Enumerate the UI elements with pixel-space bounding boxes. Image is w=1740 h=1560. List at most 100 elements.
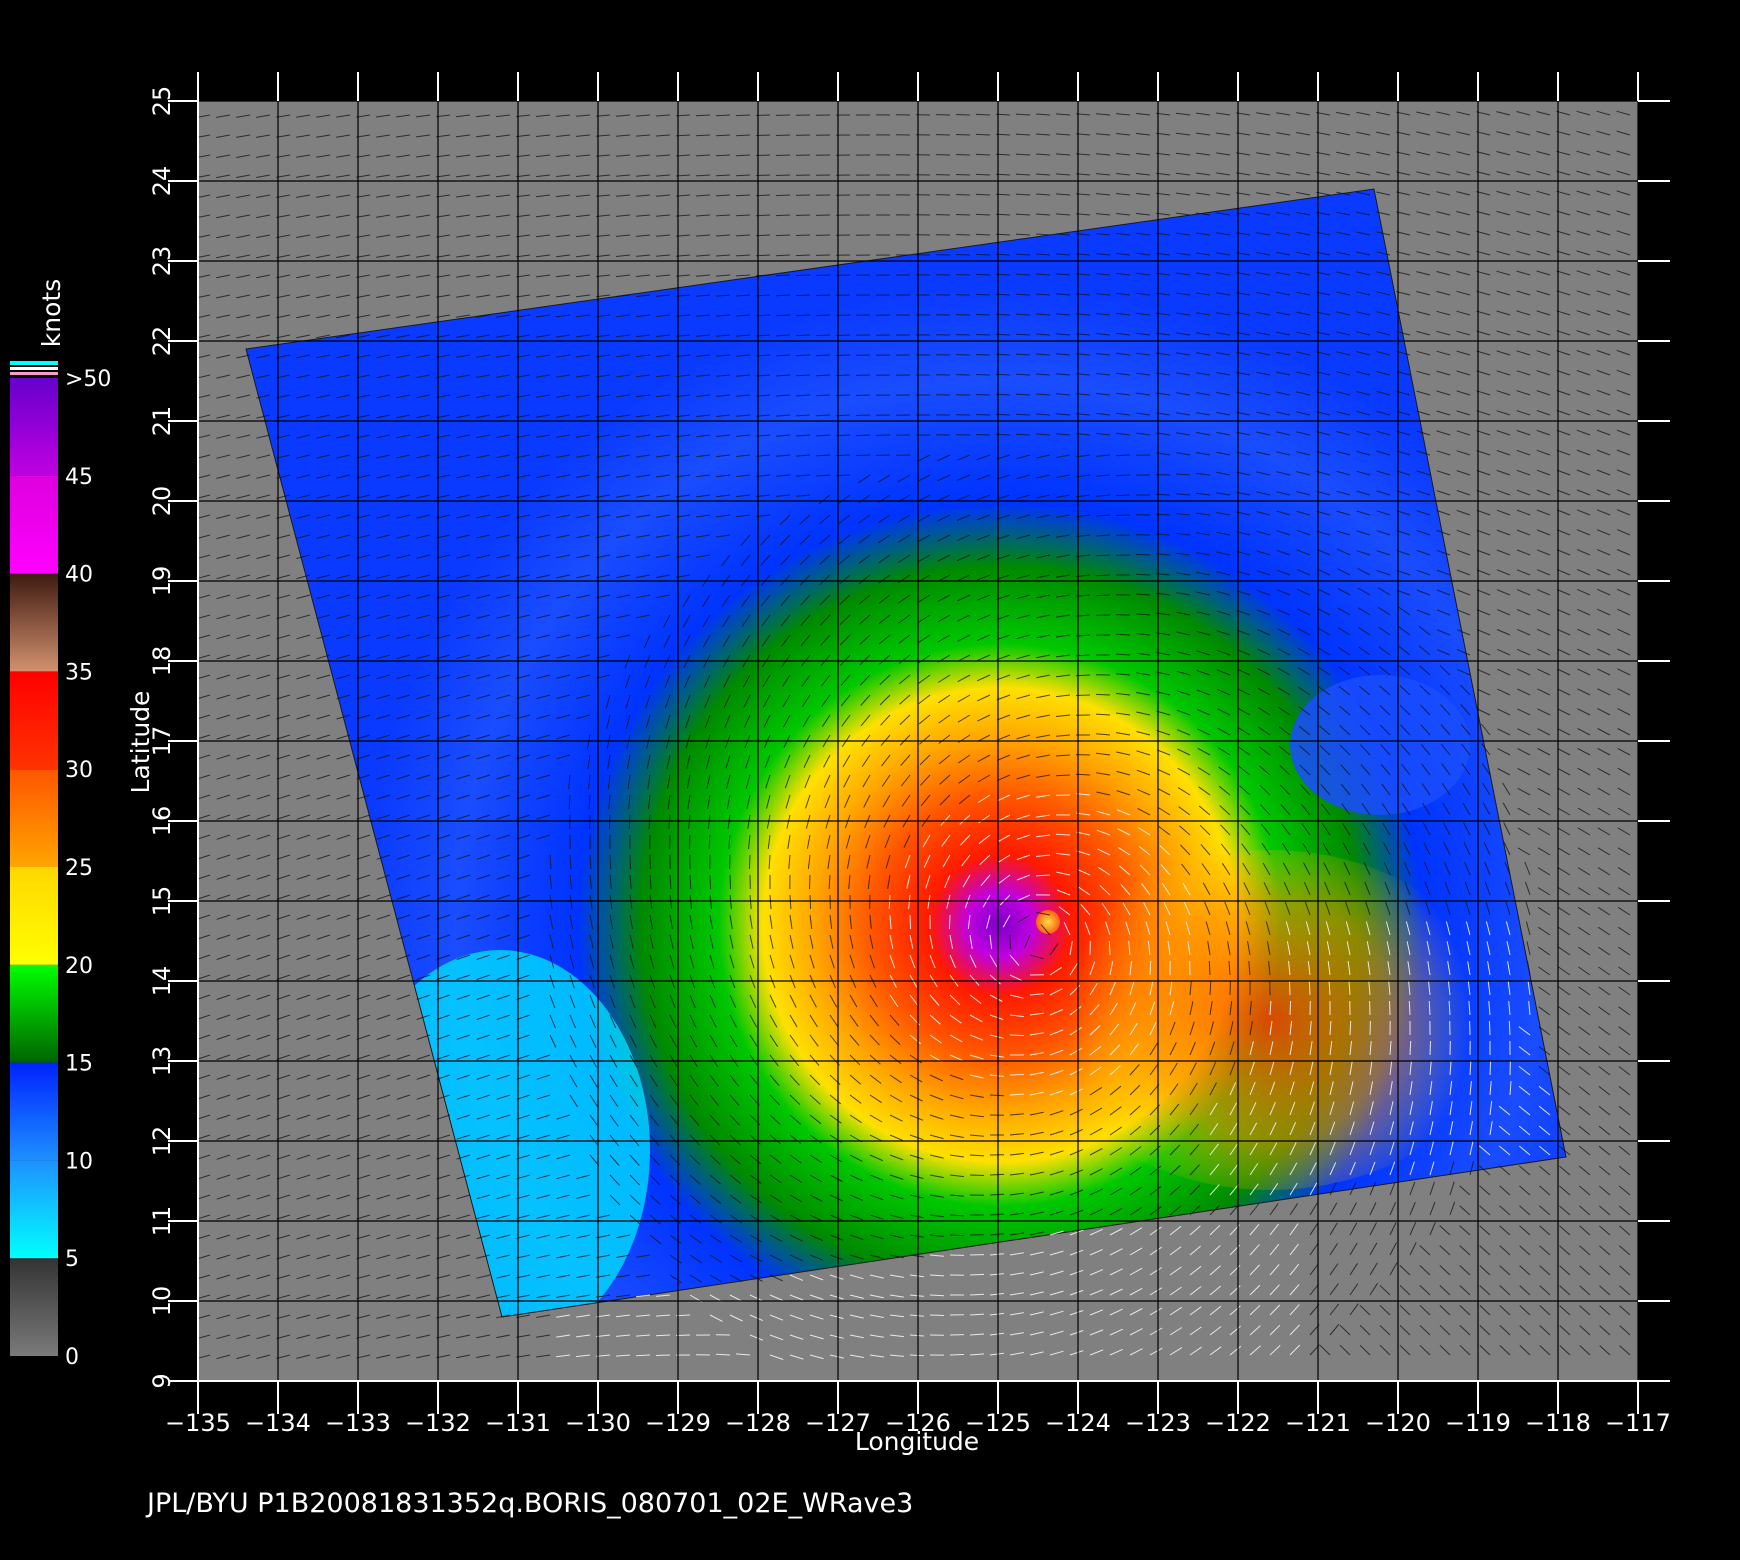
wind-barb-3475 [589,1074,598,1088]
wind-barb-3953 [1499,1185,1511,1196]
wind-barb-2981 [789,934,794,949]
wind-barb-2963 [416,934,431,940]
wind-barb-1406 [956,494,971,501]
wind-barb-3733 [1429,1121,1434,1136]
wind-barb-2545 [707,814,711,829]
wind-barb-3631 [829,1114,842,1124]
wind-barb-2063 [1136,672,1151,676]
wind-barb-2768 [848,874,851,889]
wind-barb-4463 [1619,1325,1631,1336]
wind-barb-1214 [1436,430,1451,436]
wind-barb-286 [1596,170,1611,176]
wind-barb-2615 [669,834,671,850]
wind-barb-483 [1216,232,1231,236]
wind-barb-3758 [476,1154,491,1160]
wind-barb-2666 [236,854,251,860]
wind-barb-2692 [768,854,771,870]
wind-barb-4434 [1049,1330,1064,1336]
wind-barb-3252 [436,1014,451,1020]
wind-barb-2349 [1096,752,1111,756]
wind-barb-2130 [1036,694,1051,699]
wind-barb-2057 [1016,674,1031,680]
wind-barb-2087 [1617,668,1631,676]
wind-barb-3512 [1329,1061,1334,1076]
wind-barb-637 [1416,271,1431,276]
wind-barb-1349 [1256,471,1271,476]
wind-barb-4319 [1619,1285,1631,1296]
wind-barb-1437 [1576,489,1591,496]
wind-barb-786 [1516,310,1531,316]
wind-barb-2255 [665,734,671,749]
wind-barb-1531 [576,534,591,539]
wind-barb-2350 [1116,751,1131,756]
wind-barb-718 [1596,290,1611,296]
wind-barb-2532 [436,814,451,820]
wind-barb-2148 [1399,685,1411,696]
wind-barb-3972 [436,1214,451,1220]
wind-barb-3947 [1389,1181,1396,1196]
wind-barb-943 [336,374,351,379]
wind-barb-1339 [1056,474,1071,478]
wind-barb-654 [316,294,331,299]
wind-barb-2015 [1617,648,1631,656]
wind-barb-4049 [536,1234,551,1239]
wind-barb-1729 [216,594,231,600]
wind-barb-2254 [646,734,651,749]
wind-barb-4465 [216,1354,231,1360]
wind-barb-1007 [1616,369,1631,376]
colorbar-tick-label-6: 20 [65,954,93,979]
wind-barb-2638 [1117,828,1131,836]
wind-barb-1745 [536,594,551,599]
wind-barb-1226 [236,454,251,459]
lon-tick-label-17: −118 [1525,1409,1591,1437]
wind-barb-635 [1376,271,1391,276]
wind-barb-986 [1196,372,1211,376]
wind-barb-2683 [589,854,592,870]
wind-barb-4054 [649,1234,662,1245]
wind-barb-3161 [1507,961,1511,976]
wind-barb-2029 [456,674,471,680]
wind-barb-3273 [869,1014,879,1027]
wind-barb-1303 [336,474,351,479]
wind-barb-159 [496,154,511,158]
wind-barb-2996 [1084,921,1091,936]
wind-barb-2223 [1460,704,1471,716]
wind-barb-1353 [1336,470,1351,476]
wind-barb-1331 [897,474,911,483]
wind-barb-645 [1576,270,1591,276]
wind-barb-1876 [276,634,291,640]
wind-barb-3952 [1479,1185,1491,1196]
wind-barb-3628 [769,1114,781,1125]
wind-barb-1624 [996,554,1011,560]
wind-barb-4239 [1459,1265,1471,1276]
wind-barb-1585 [216,554,231,560]
wind-barb-3651 [1229,1102,1238,1116]
wind-barb-3906 [556,1194,571,1199]
wind-barb-78 [316,134,331,138]
wind-barb-3625 [709,1114,720,1126]
wind-barb-2021 [296,674,311,680]
wind-barb-1544 [838,534,851,545]
wind-barb-1784 [1317,588,1331,596]
wind-barb-3017 [1505,921,1511,936]
wind-barb-3963 [256,1214,271,1220]
wind-barb-3805 [1429,1141,1434,1156]
wind-barb-2993 [1024,934,1031,949]
wind-barb-2288 [1319,725,1331,736]
wind-barb-4443 [1229,1325,1242,1336]
wind-barb-1157 [296,434,311,439]
wind-barb-4132 [769,1254,783,1262]
wind-barb-1352 [1316,470,1331,476]
wind-barb-3848 [849,1174,863,1182]
wind-barb-2256 [685,734,691,749]
wind-barb-641 [1496,270,1511,276]
wind-barb-3461 [296,1074,311,1080]
wind-barb-439 [336,234,351,238]
wind-barb-955 [576,374,591,378]
wind-barb-3304 [1488,1000,1491,1016]
wind-barb-907 [1055,353,1071,356]
wind-barb-2992 [1009,934,1011,950]
wind-barb-4271 [656,1294,671,1297]
wind-barb-4442 [1209,1326,1222,1336]
wind-barb-3007 [1305,921,1311,936]
